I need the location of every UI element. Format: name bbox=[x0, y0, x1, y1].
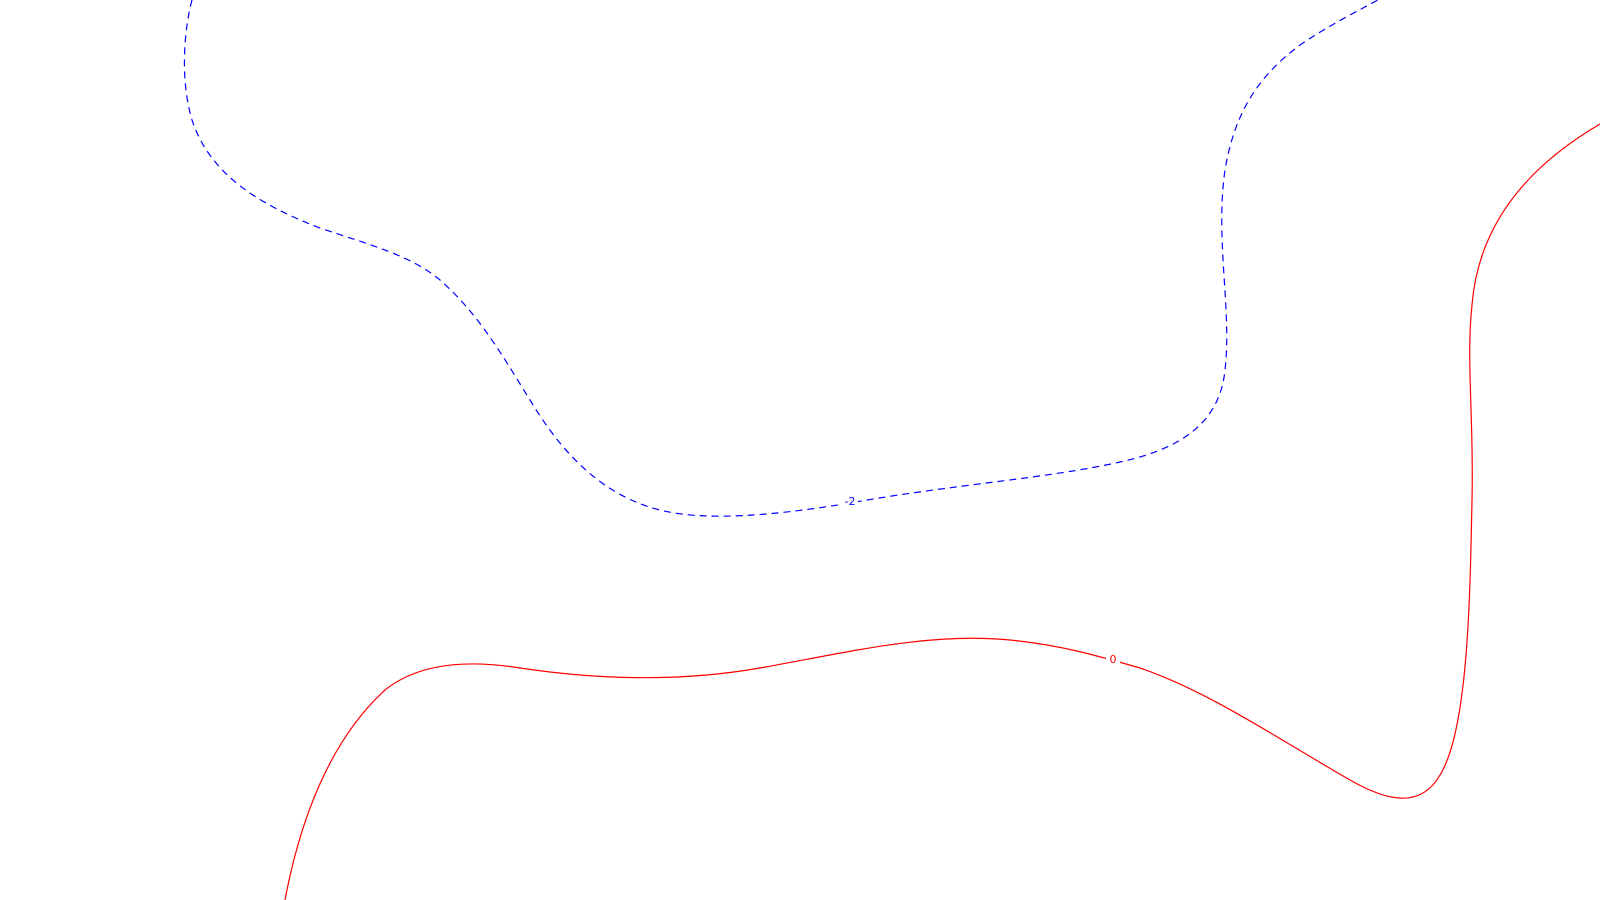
contour-label-bg-minus-2 bbox=[842, 494, 858, 508]
contour-group-0: 0 bbox=[284, 123, 1600, 900]
contour-label-bg-0 bbox=[1106, 652, 1120, 666]
contour-label-0: 0 bbox=[1110, 653, 1117, 666]
contour-line-0 bbox=[284, 123, 1600, 900]
contour-group-minus-2: -2 bbox=[183, 0, 1379, 517]
contour-line-minus-2 bbox=[183, 0, 1379, 517]
contour-label-minus-2: -2 bbox=[845, 495, 856, 508]
